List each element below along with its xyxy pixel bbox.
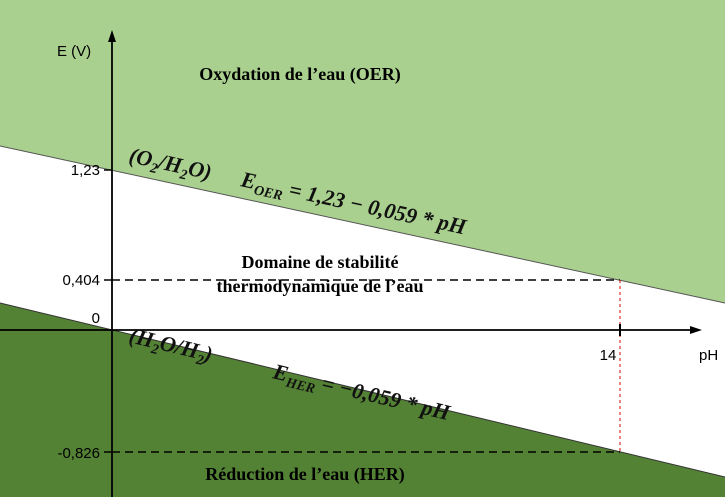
x-tick-label: 14 [600,347,617,364]
y-tick-label: 1,23 [71,162,100,179]
oer-region [0,0,725,303]
y-tick-label: 0,404 [62,272,100,289]
y-tick-label: 0 [92,310,100,327]
y-axis-label: E (V) [57,43,91,60]
y-tick-label: -0,826 [57,445,100,462]
region-label: Domaine de stabilité [242,252,399,272]
her-line [0,302,725,478]
region-label: Réduction de l’eau (HER) [205,464,405,485]
region-label: thermodynamique de l’eau [217,276,424,296]
region-label: Oxydation de l’eau (OER) [199,64,401,85]
her-region [0,303,725,497]
x-axis-label: pH [699,347,718,364]
oer-line [0,145,725,304]
arrow [690,326,702,334]
arrow [108,30,116,42]
